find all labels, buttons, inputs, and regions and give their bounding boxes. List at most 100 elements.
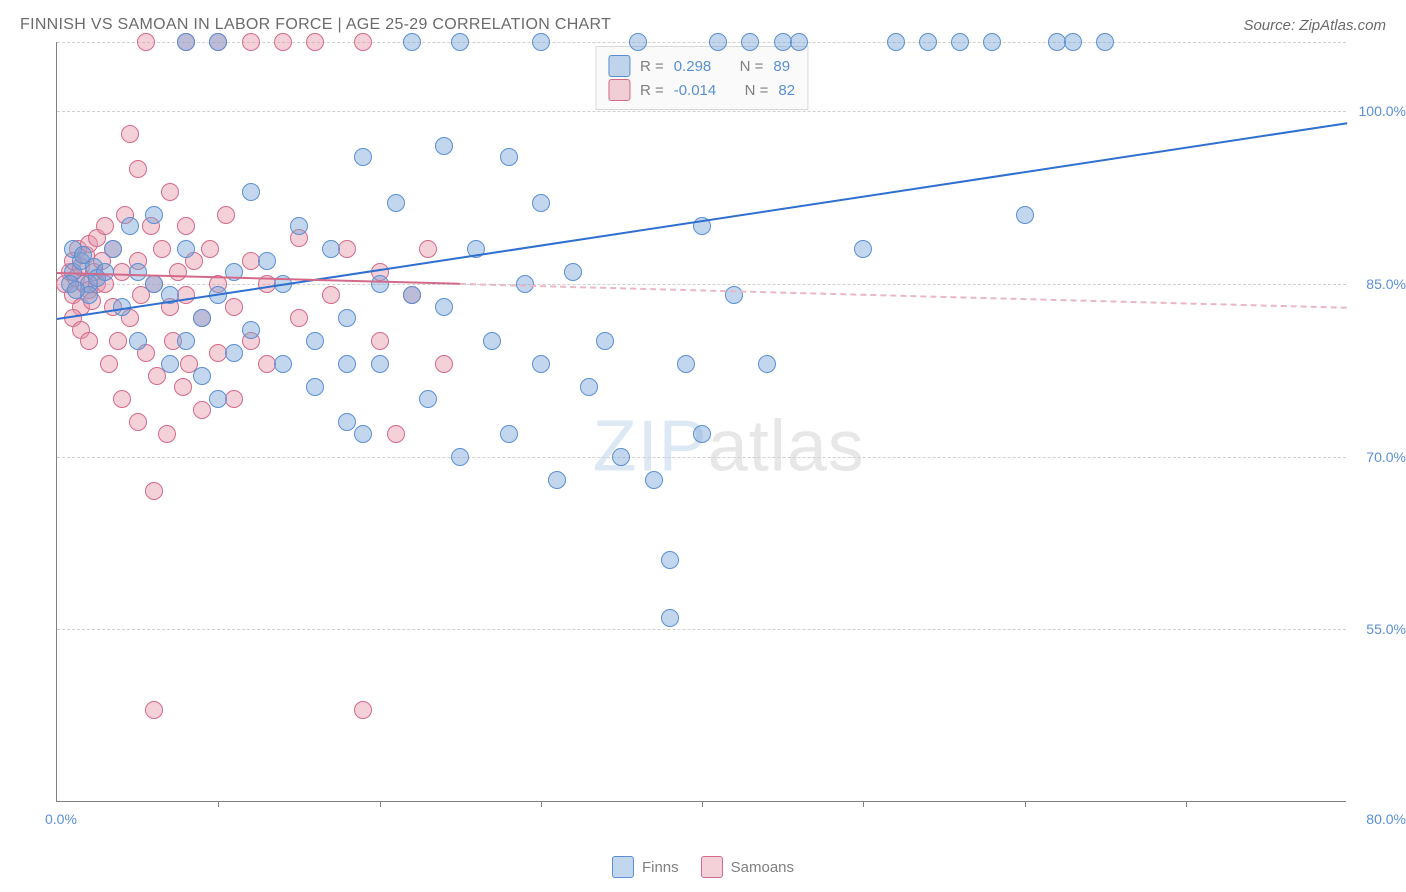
y-tick-label: 70.0% <box>1366 449 1406 465</box>
x-min-label: 0.0% <box>45 811 77 827</box>
scatter-point-finns <box>919 33 937 51</box>
scatter-point-samoans <box>100 355 118 373</box>
scatter-point-finns <box>290 217 308 235</box>
scatter-point-samoans <box>145 701 163 719</box>
scatter-point-samoans <box>113 390 131 408</box>
legend-label-samoans: Samoans <box>731 859 794 876</box>
scatter-point-samoans <box>435 355 453 373</box>
scatter-point-finns <box>338 355 356 373</box>
scatter-point-finns <box>242 321 260 339</box>
scatter-point-finns <box>790 33 808 51</box>
scatter-point-samoans <box>290 309 308 327</box>
scatter-point-samoans <box>145 482 163 500</box>
scatter-point-finns <box>193 367 211 385</box>
n-value-samoans: 82 <box>778 82 795 99</box>
scatter-point-finns <box>129 332 147 350</box>
r-label: R = <box>640 82 664 99</box>
scatter-point-finns <box>177 33 195 51</box>
scatter-point-finns <box>532 355 550 373</box>
r-value-samoans: -0.014 <box>674 82 717 99</box>
scatter-point-finns <box>403 286 421 304</box>
scatter-point-finns <box>403 33 421 51</box>
scatter-point-finns <box>532 33 550 51</box>
x-tick <box>1186 801 1187 807</box>
scatter-point-finns <box>177 332 195 350</box>
scatter-point-finns <box>693 425 711 443</box>
scatter-point-samoans <box>306 33 324 51</box>
legend-label-finns: Finns <box>642 859 679 876</box>
swatch-samoans-icon <box>608 79 630 101</box>
scatter-point-samoans <box>177 286 195 304</box>
x-tick <box>702 801 703 807</box>
scatter-point-finns <box>983 33 1001 51</box>
scatter-point-finns <box>612 448 630 466</box>
scatter-point-samoans <box>193 401 211 419</box>
stats-row-samoans: R = -0.014 N = 82 <box>608 79 795 101</box>
r-label: R = <box>640 58 664 75</box>
swatch-finns-icon <box>608 55 630 77</box>
x-tick <box>218 801 219 807</box>
scatter-point-finns <box>371 355 389 373</box>
scatter-point-finns <box>596 332 614 350</box>
y-tick-label: 85.0% <box>1366 276 1406 292</box>
scatter-point-finns <box>500 148 518 166</box>
scatter-point-finns <box>564 263 582 281</box>
x-tick <box>1025 801 1026 807</box>
scatter-point-finns <box>1096 33 1114 51</box>
scatter-point-finns <box>548 471 566 489</box>
scatter-point-samoans <box>274 33 292 51</box>
gridline <box>57 111 1346 112</box>
scatter-point-finns <box>580 378 598 396</box>
scatter-point-finns <box>306 332 324 350</box>
legend-item-samoans: Samoans <box>701 856 794 878</box>
y-tick-label: 55.0% <box>1366 621 1406 637</box>
scatter-point-finns <box>887 33 905 51</box>
scatter-point-finns <box>225 344 243 362</box>
plot-area: ZIPatlas R = 0.298 N = 89 R = -0.014 N =… <box>56 42 1346 802</box>
scatter-point-finns <box>177 240 195 258</box>
scatter-point-samoans <box>121 125 139 143</box>
scatter-point-samoans <box>129 160 147 178</box>
scatter-point-samoans <box>387 425 405 443</box>
scatter-point-finns <box>209 390 227 408</box>
scatter-point-finns <box>661 609 679 627</box>
chart-title: FINNISH VS SAMOAN IN LABOR FORCE | AGE 2… <box>20 16 611 34</box>
source-attribution: Source: ZipAtlas.com <box>1243 17 1386 34</box>
scatter-point-finns <box>1016 206 1034 224</box>
watermark-part2: atlas <box>708 406 865 486</box>
stats-box: R = 0.298 N = 89 R = -0.014 N = 82 <box>595 46 808 110</box>
scatter-point-finns <box>242 183 260 201</box>
scatter-point-samoans <box>322 286 340 304</box>
scatter-point-samoans <box>354 33 372 51</box>
scatter-point-finns <box>104 240 122 258</box>
scatter-point-samoans <box>419 240 437 258</box>
scatter-point-samoans <box>158 425 176 443</box>
scatter-point-samoans <box>109 332 127 350</box>
scatter-point-samoans <box>153 240 171 258</box>
scatter-point-samoans <box>225 298 243 316</box>
scatter-point-finns <box>322 240 340 258</box>
scatter-point-samoans <box>371 332 389 350</box>
scatter-point-samoans <box>201 240 219 258</box>
scatter-point-finns <box>129 263 147 281</box>
scatter-point-finns <box>193 309 211 327</box>
scatter-point-samoans <box>129 413 147 431</box>
scatter-point-samoans <box>354 701 372 719</box>
scatter-point-samoans <box>338 240 356 258</box>
scatter-point-samoans <box>177 217 195 235</box>
scatter-point-finns <box>161 355 179 373</box>
scatter-point-finns <box>1064 33 1082 51</box>
scatter-point-finns <box>145 275 163 293</box>
scatter-point-finns <box>338 413 356 431</box>
scatter-point-samoans <box>96 217 114 235</box>
n-label: N = <box>745 82 769 99</box>
scatter-point-finns <box>419 390 437 408</box>
legend-swatch-samoans-icon <box>701 856 723 878</box>
scatter-point-finns <box>306 378 324 396</box>
scatter-point-samoans <box>242 33 260 51</box>
gridline <box>57 629 1346 630</box>
scatter-point-finns <box>209 33 227 51</box>
scatter-point-finns <box>145 206 163 224</box>
scatter-point-finns <box>354 425 372 443</box>
scatter-point-finns <box>500 425 518 443</box>
